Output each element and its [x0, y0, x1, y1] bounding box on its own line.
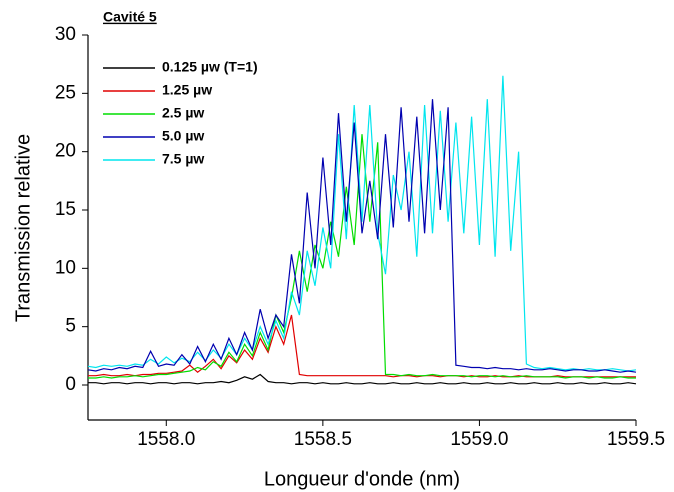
series-line	[87, 99, 637, 373]
legend-label: 5.0 µw	[162, 128, 204, 144]
legend-label: 7.5 µw	[162, 151, 204, 167]
y-axis-title: Transmission relative	[12, 134, 34, 322]
chart-title: Cavité 5	[103, 9, 157, 25]
y-tick-label: 20	[55, 141, 76, 162]
y-tick-label: 0	[65, 374, 76, 395]
y-tick-label: 25	[55, 82, 76, 103]
legend-label: 0.125 µw (T=1)	[162, 59, 258, 75]
x-tick-label: 1559.5	[607, 429, 665, 450]
y-tick-label: 5	[65, 316, 76, 337]
y-tick-label: 10	[55, 257, 76, 278]
series-line	[88, 134, 636, 379]
x-tick-label: 1558.0	[137, 429, 195, 450]
x-tick-label: 1558.5	[294, 429, 352, 450]
y-tick-label: 30	[55, 24, 76, 45]
legend-label: 1.25 µw	[162, 82, 212, 98]
x-tick-label: 1559.0	[450, 429, 508, 450]
x-axis-title: Longueur d'onde (nm)	[264, 468, 460, 490]
y-tick-label: 15	[55, 199, 76, 220]
legend-label: 2.5 µw	[162, 105, 204, 121]
series-line	[87, 75, 637, 372]
series-line	[88, 373, 637, 385]
